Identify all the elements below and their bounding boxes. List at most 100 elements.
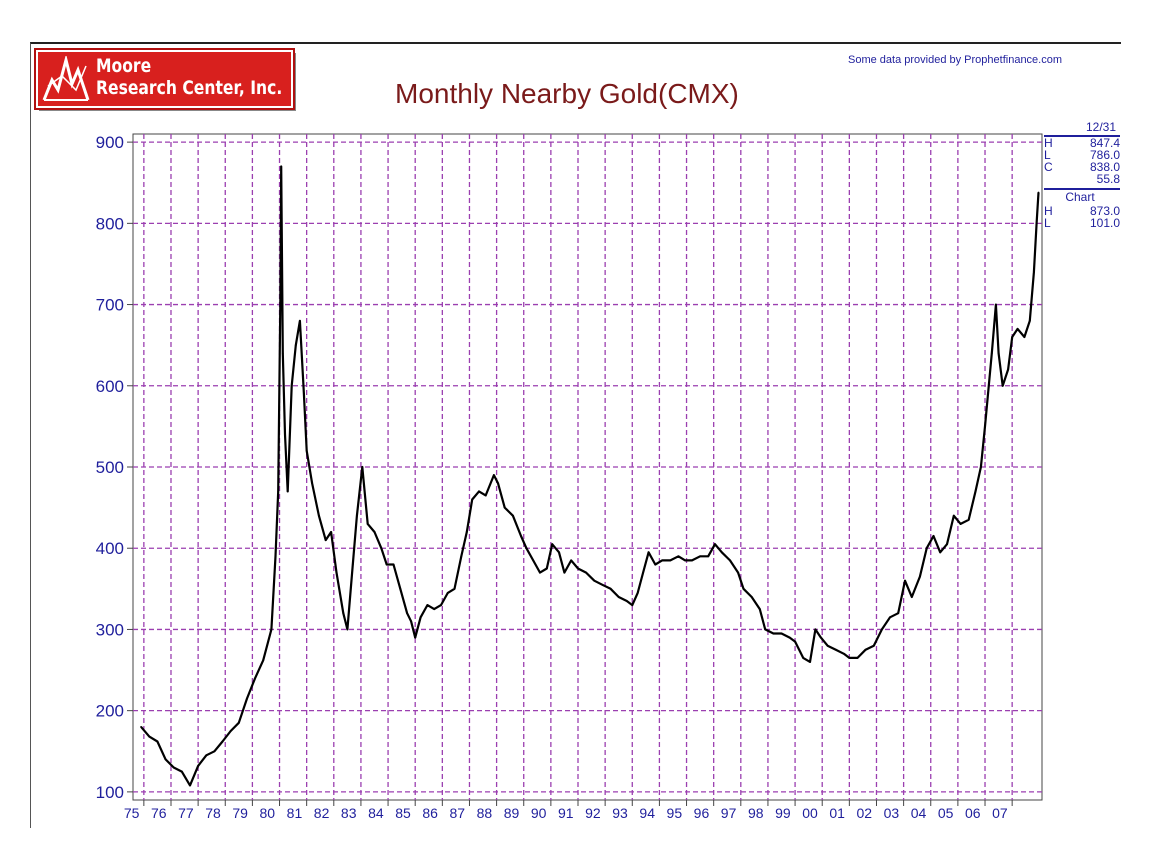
price-point-4 xyxy=(172,766,175,769)
price-point-0 xyxy=(140,726,143,728)
price-point-50 xyxy=(433,608,436,610)
price-point-89 xyxy=(699,555,701,558)
stats-chart-high-label: H xyxy=(1044,204,1053,218)
stats-high-value: 847.4 xyxy=(1089,136,1120,150)
price-point-40 xyxy=(373,531,376,533)
price-point-90 xyxy=(707,555,710,558)
price-point-141 xyxy=(1037,191,1040,194)
price-point-109 xyxy=(843,652,845,655)
price-point-124 xyxy=(952,514,955,517)
price-point-100 xyxy=(780,632,783,635)
x-tick-label-07: 07 xyxy=(992,805,1008,821)
x-tick-label-06: 06 xyxy=(965,805,981,821)
price-point-134 xyxy=(1007,368,1009,371)
stats-low-label: L xyxy=(1044,148,1051,162)
price-point-123 xyxy=(946,543,948,546)
price-point-19 xyxy=(279,303,282,306)
price-point-43 xyxy=(392,563,395,566)
price-point-121 xyxy=(932,535,935,537)
price-point-15 xyxy=(262,659,265,662)
price-point-102 xyxy=(794,640,796,643)
price-point-41 xyxy=(380,547,383,550)
price-point-140 xyxy=(1035,222,1038,225)
x-tick-label-02: 02 xyxy=(856,805,872,821)
x-tick-label-95: 95 xyxy=(667,805,683,821)
price-point-49 xyxy=(426,604,429,606)
price-point-70 xyxy=(563,571,566,574)
x-tick-label-98: 98 xyxy=(748,805,764,821)
price-point-138 xyxy=(1028,319,1031,322)
price-point-116 xyxy=(897,612,900,615)
price-point-97 xyxy=(758,608,761,610)
x-tick-label-80: 80 xyxy=(260,805,276,821)
price-point-27 xyxy=(303,393,305,395)
price-point-55 xyxy=(465,531,468,533)
stats-high-label: H xyxy=(1044,136,1053,150)
price-point-13 xyxy=(246,697,248,700)
x-tick-label-96: 96 xyxy=(694,805,710,821)
price-point-79 xyxy=(631,604,634,606)
x-tick-label-82: 82 xyxy=(314,805,330,821)
price-point-28 xyxy=(305,449,308,452)
price-point-42 xyxy=(385,563,388,566)
x-tick-label-92: 92 xyxy=(585,805,601,821)
price-point-115 xyxy=(889,616,891,619)
stats-low-value: 786.0 xyxy=(1089,148,1120,162)
price-point-106 xyxy=(820,636,822,639)
price-point-11 xyxy=(229,730,232,732)
price-point-47 xyxy=(414,636,417,639)
price-point-82 xyxy=(647,551,650,554)
price-point-64 xyxy=(525,547,528,550)
price-point-87 xyxy=(684,559,687,562)
stats-panel: 12/31 H 847.4 L 786.0 C 838.0 55.8 Chart… xyxy=(1044,120,1120,229)
price-point-33 xyxy=(335,571,338,574)
x-tick-label-90: 90 xyxy=(531,805,547,821)
price-point-17 xyxy=(274,555,277,558)
stats-chart-low-value: 101.0 xyxy=(1089,216,1120,230)
price-point-3 xyxy=(164,758,167,761)
price-point-77 xyxy=(617,596,620,598)
price-point-126 xyxy=(967,518,970,521)
price-point-23 xyxy=(286,490,289,493)
price-point-101 xyxy=(788,636,791,639)
price-point-137 xyxy=(1023,336,1026,338)
price-point-60 xyxy=(497,482,499,485)
x-tick-label-88: 88 xyxy=(477,805,493,821)
x-tick-label-91: 91 xyxy=(558,805,574,821)
y-tick-label-600: 600 xyxy=(96,377,124,396)
price-point-99 xyxy=(772,632,775,635)
price-point-69 xyxy=(558,551,560,554)
price-point-25 xyxy=(294,344,297,347)
price-point-105 xyxy=(814,628,817,631)
x-tick-label-75: 75 xyxy=(124,805,140,821)
price-point-6 xyxy=(189,784,191,787)
x-tick-label-03: 03 xyxy=(884,805,900,821)
stats-rule-mid xyxy=(1044,188,1120,190)
price-point-26 xyxy=(299,319,301,322)
price-point-71 xyxy=(570,559,573,562)
stats-high-row: H 847.4 xyxy=(1044,137,1120,149)
price-point-111 xyxy=(856,657,859,659)
price-point-133 xyxy=(1001,384,1004,387)
price-point-73 xyxy=(585,571,587,574)
stats-close-row: C 838.0 xyxy=(1044,161,1120,173)
price-point-85 xyxy=(669,559,672,562)
price-point-10 xyxy=(221,740,224,743)
x-tick-label-99: 99 xyxy=(775,805,791,821)
price-point-125 xyxy=(959,523,962,525)
price-point-39 xyxy=(366,523,369,525)
price-point-14 xyxy=(254,677,256,680)
x-tick-label-81: 81 xyxy=(287,805,303,821)
price-point-63 xyxy=(520,535,522,537)
price-point-113 xyxy=(872,644,875,647)
price-point-1 xyxy=(148,735,151,738)
price-point-53 xyxy=(453,587,456,590)
price-point-119 xyxy=(919,575,921,578)
price-point-120 xyxy=(925,547,928,550)
price-line-series-0 xyxy=(140,165,1040,787)
price-point-36 xyxy=(351,563,354,566)
price-point-66 xyxy=(539,571,541,574)
price-point-51 xyxy=(440,604,442,606)
x-tick-label-76: 76 xyxy=(151,805,167,821)
x-tick-label-97: 97 xyxy=(721,805,737,821)
